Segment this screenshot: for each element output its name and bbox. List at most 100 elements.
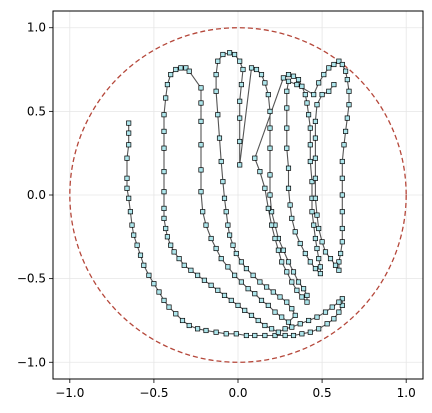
trajectory-point — [314, 314, 320, 320]
trajectory-point — [233, 331, 239, 337]
trajectory-point — [312, 155, 318, 161]
trajectory-point — [272, 332, 278, 339]
trajectory-point — [344, 77, 350, 83]
trajectory-point — [257, 279, 263, 285]
trajectory-point — [188, 267, 194, 273]
trajectory-point — [232, 272, 238, 278]
trajectory-point — [257, 169, 263, 175]
trajectory-point — [301, 286, 307, 292]
trajectory-point — [179, 317, 186, 324]
trajectory-point — [299, 83, 305, 89]
trajectory-point — [319, 92, 325, 98]
trajectory-point — [282, 326, 288, 332]
trajectory-point — [317, 271, 323, 277]
trajectory-point — [279, 314, 285, 320]
trajectory-point — [312, 235, 318, 242]
trajectory-point — [218, 256, 224, 262]
trajectory-markers — [124, 50, 352, 339]
x-axis-ticks: −1.0 −0.5 0.0 0.5 1.0 — [55, 379, 416, 400]
trajectory-point — [265, 92, 271, 98]
trajectory-point — [134, 242, 140, 248]
trajectory-point — [295, 77, 302, 83]
trajectory-point — [203, 327, 209, 334]
trajectory-point — [280, 247, 286, 253]
trajectory-point — [314, 102, 320, 108]
trajectory-point — [208, 282, 214, 288]
trajectory-point — [198, 167, 204, 173]
trajectory-point — [163, 95, 169, 101]
trajectory-point — [264, 284, 270, 290]
trajectory-point — [163, 225, 169, 232]
trajectory-point — [312, 118, 318, 124]
trajectory-point — [178, 65, 184, 71]
trajectory-point — [137, 252, 144, 258]
trajectory-point — [302, 250, 308, 257]
trajectory-point — [213, 329, 219, 335]
trajectory-point — [200, 209, 206, 215]
trajectory-point — [173, 66, 179, 73]
trajectory-point — [237, 138, 243, 145]
trajectory-point — [237, 162, 243, 168]
trajectory-point — [161, 145, 167, 151]
trajectory-point — [255, 317, 261, 324]
trajectory-point — [289, 306, 295, 312]
trajectory-point — [151, 281, 157, 287]
trajectory-point — [221, 195, 228, 201]
trajectory-point — [124, 155, 130, 161]
y-tick-label: 0.5 — [27, 104, 46, 118]
trajectory-point — [269, 326, 275, 332]
trajectory-point — [284, 299, 290, 305]
trajectory-point — [265, 302, 271, 308]
trajectory-point — [201, 277, 207, 283]
trajectory-point — [284, 125, 290, 131]
trajectory-point — [258, 297, 265, 303]
trajectory-point — [343, 128, 349, 134]
trajectory-point — [250, 272, 256, 278]
trajectory-point — [336, 58, 342, 64]
trajectory-point — [126, 195, 132, 201]
trajectory-point — [227, 50, 233, 56]
trajectory-point — [314, 245, 320, 252]
trajectory-point — [336, 267, 342, 273]
y-tick-label: 1.0 — [27, 21, 46, 35]
trajectory-point — [339, 302, 345, 308]
trajectory-point — [309, 179, 315, 185]
trajectory-point — [243, 332, 249, 339]
trajectory-point — [198, 189, 204, 195]
trajectory-point — [285, 72, 292, 78]
trajectory-point — [270, 289, 276, 295]
trajectory-point — [321, 72, 327, 78]
trajectory-point — [161, 189, 167, 195]
trajectory-point — [327, 256, 334, 262]
x-tick-label: 1.0 — [397, 386, 416, 400]
trajectory-point — [183, 65, 189, 71]
trajectory-point — [186, 68, 192, 74]
trajectory-point — [230, 242, 236, 248]
trajectory-point — [277, 294, 283, 300]
trajectory-point — [262, 322, 268, 329]
trajectory-point — [262, 80, 268, 86]
trajectory-point — [285, 78, 292, 84]
trajectory-point — [262, 332, 268, 339]
trajectory-point — [173, 311, 179, 317]
trajectory-point — [284, 88, 290, 94]
trajectory-point — [338, 250, 344, 257]
trajectory-point — [336, 299, 342, 305]
trajectory-point — [248, 65, 255, 71]
reference-circle — [69, 27, 407, 363]
trajectory-point — [267, 145, 273, 151]
x-tick-label: −1.0 — [55, 386, 84, 400]
trajectory-point — [213, 72, 219, 78]
trajectory-point — [198, 100, 204, 106]
trajectory-point — [312, 175, 318, 181]
trajectory-point — [238, 82, 244, 88]
trajectory-point — [156, 289, 162, 295]
trajectory-point — [213, 88, 219, 94]
trajectory-point — [237, 58, 243, 64]
trajectory-point — [126, 142, 132, 148]
trajectory-point — [275, 329, 281, 335]
trajectory-point — [324, 321, 330, 327]
trajectory-point — [275, 247, 281, 253]
trajectory-point — [242, 307, 248, 313]
trajectory-point — [227, 232, 233, 238]
